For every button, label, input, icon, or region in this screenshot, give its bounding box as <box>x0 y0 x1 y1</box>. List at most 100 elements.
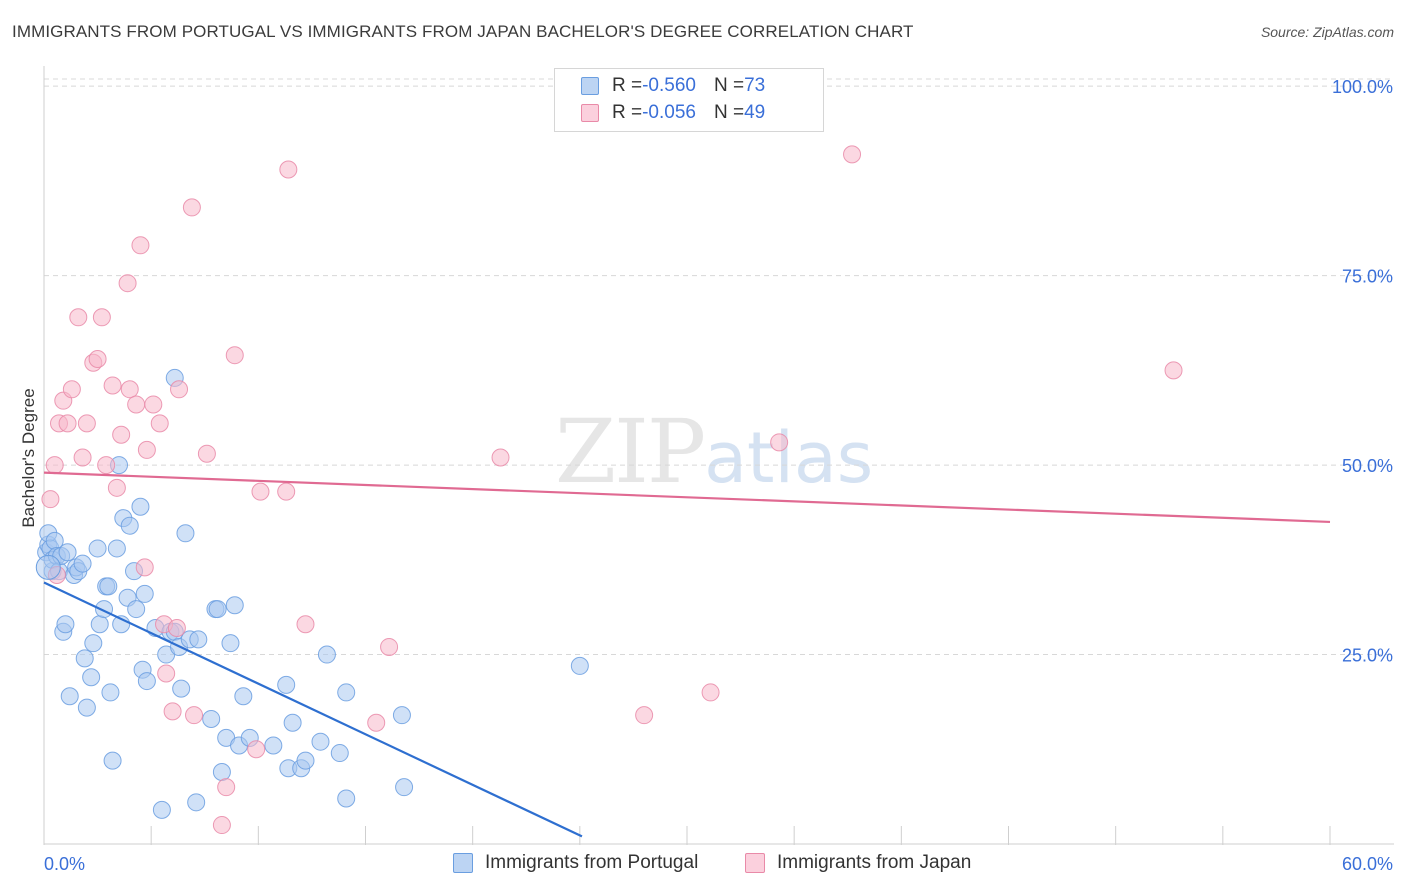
portugal-point <box>330 744 349 763</box>
legend-n-value: 49 <box>744 102 766 123</box>
japan-point <box>770 433 789 452</box>
y-tick-label: 50.0% <box>1342 456 1393 476</box>
japan-point <box>843 145 862 164</box>
japan-point <box>247 740 266 759</box>
portugal-point <box>58 543 77 562</box>
portugal-point <box>337 683 356 702</box>
portugal-point <box>202 709 221 728</box>
portugal-point <box>35 554 61 580</box>
portugal-point <box>392 706 411 725</box>
japan-point <box>217 778 236 797</box>
portugal-point <box>317 645 336 664</box>
japan-point <box>157 664 176 683</box>
y-tick-label: 25.0% <box>1342 646 1393 666</box>
japan-point <box>118 274 137 293</box>
japan-point <box>251 482 270 501</box>
portugal-point <box>107 539 126 558</box>
portugal-point <box>187 793 206 812</box>
portugal-point <box>172 679 191 698</box>
legend-r-label: R = <box>612 102 643 123</box>
legend-n-value: 73 <box>744 75 766 96</box>
portugal-point <box>570 656 589 675</box>
japan-point <box>277 482 296 501</box>
japan-point <box>380 637 399 656</box>
japan-point <box>62 380 81 399</box>
japan-point <box>131 236 150 255</box>
x-tick-label: 0.0% <box>44 854 85 874</box>
bottom-legend-japan[interactable]: Immigrants from Japan <box>745 852 971 874</box>
japan-point <box>137 440 156 459</box>
japan-point <box>41 490 60 509</box>
legend-r-value: -0.056 <box>642 102 696 123</box>
legend-r-label: R = <box>612 75 643 96</box>
portugal-point <box>395 778 414 797</box>
japan-point <box>1164 361 1183 380</box>
watermark: ZIPatlas <box>555 400 873 503</box>
japan-point <box>701 683 720 702</box>
portugal-point <box>99 577 118 596</box>
portugal-point <box>127 600 146 619</box>
japan-point <box>112 425 131 444</box>
portugal-point <box>75 649 94 668</box>
portugal-point <box>176 524 195 543</box>
japan-point <box>197 444 216 463</box>
portugal-point <box>234 687 253 706</box>
japan-point <box>150 414 169 433</box>
japan-point <box>77 414 96 433</box>
japan-swatch <box>581 104 599 122</box>
portugal-swatch <box>581 77 599 95</box>
japan-point <box>170 380 189 399</box>
legend-row-portugal: R = -0.560 N = 73 <box>581 73 765 99</box>
watermark-zip: ZIP <box>555 400 706 503</box>
legend-n-label: N = <box>713 102 745 123</box>
portugal-point <box>311 732 330 751</box>
japan-point <box>635 706 654 725</box>
bottom-legend-portugal-label: Immigrants from Portugal <box>485 852 699 873</box>
japan-point <box>367 713 386 732</box>
portugal-point <box>82 668 101 687</box>
japan-point <box>212 816 231 835</box>
portugal-point <box>135 584 154 603</box>
japan-point <box>92 308 111 327</box>
portugal-point <box>225 596 244 615</box>
japan-point <box>144 395 163 414</box>
japan-point <box>69 308 88 327</box>
portugal-point <box>120 516 139 535</box>
japan-point <box>135 558 154 577</box>
japan-point <box>97 456 116 475</box>
portugal-point <box>103 751 122 770</box>
japan-point <box>296 615 315 634</box>
portugal-point <box>212 763 231 782</box>
portugal-point <box>208 600 227 619</box>
japan-point <box>107 478 126 497</box>
portugal-point <box>101 683 120 702</box>
japan-swatch <box>745 853 765 873</box>
japan-point <box>225 346 244 365</box>
bottom-legend-portugal[interactable]: Immigrants from Portugal <box>453 852 698 874</box>
japan-point <box>73 448 92 467</box>
japan-point <box>45 456 64 475</box>
japan-point <box>182 198 201 217</box>
portugal-point <box>264 736 283 755</box>
portugal-point <box>221 634 240 653</box>
japan-trend-line <box>43 471 1331 524</box>
portugal-point <box>60 687 79 706</box>
japan-point <box>167 619 186 638</box>
portugal-point <box>56 615 75 634</box>
portugal-trend-line <box>43 581 583 838</box>
portugal-point <box>296 751 315 770</box>
portugal-point <box>283 713 302 732</box>
y-tick-label: 100.0% <box>1332 77 1393 97</box>
japan-point <box>163 702 182 721</box>
japan-point <box>185 706 204 725</box>
watermark-atlas: atlas <box>704 417 874 499</box>
portugal-point <box>277 675 296 694</box>
portugal-point <box>84 634 103 653</box>
japan-point <box>120 380 139 399</box>
portugal-point <box>189 630 208 649</box>
portugal-point <box>77 698 96 717</box>
portugal-point <box>137 672 156 691</box>
japan-point <box>127 395 146 414</box>
japan-point <box>279 160 298 179</box>
